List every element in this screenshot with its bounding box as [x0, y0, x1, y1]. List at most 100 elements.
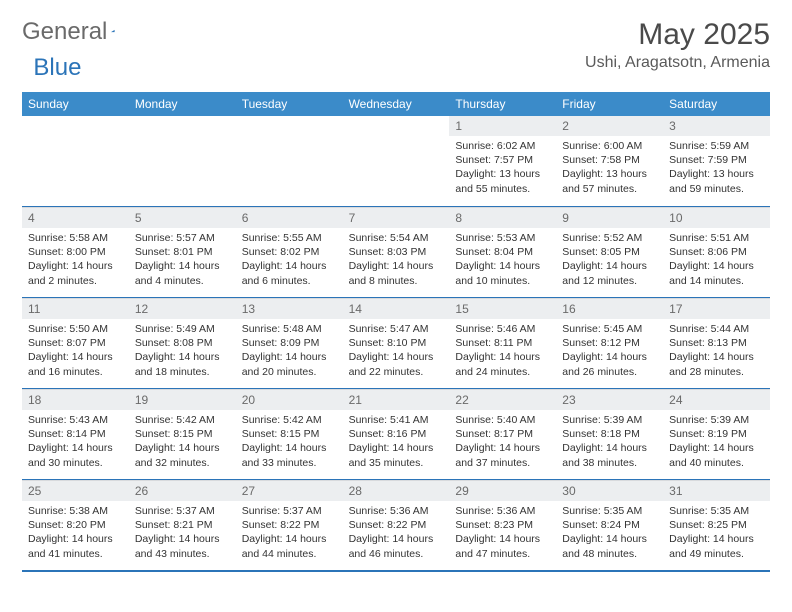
day-number: 15 — [449, 298, 556, 319]
sunrise-text: Sunrise: 5:42 AM — [242, 413, 337, 427]
weekday-header-cell: Thursday — [449, 92, 556, 116]
day-info: Sunrise: 5:39 AMSunset: 8:19 PMDaylight:… — [663, 410, 770, 476]
sunset-text: Sunset: 8:17 PM — [455, 427, 550, 441]
day-info: Sunrise: 5:59 AMSunset: 7:59 PMDaylight:… — [663, 136, 770, 202]
day-cell: 25Sunrise: 5:38 AMSunset: 8:20 PMDayligh… — [22, 480, 129, 570]
sunrise-text: Sunrise: 5:41 AM — [349, 413, 444, 427]
day-info: Sunrise: 5:36 AMSunset: 8:22 PMDaylight:… — [343, 501, 450, 567]
week-row: 25Sunrise: 5:38 AMSunset: 8:20 PMDayligh… — [22, 480, 770, 572]
calendar: SundayMondayTuesdayWednesdayThursdayFrid… — [22, 92, 770, 572]
day-info: Sunrise: 5:36 AMSunset: 8:23 PMDaylight:… — [449, 501, 556, 567]
weekday-header-cell: Wednesday — [343, 92, 450, 116]
logo-triangle-icon — [111, 22, 115, 40]
sunrise-text: Sunrise: 5:37 AM — [242, 504, 337, 518]
daylight-text: Daylight: 13 hours and 55 minutes. — [455, 167, 550, 195]
daylight-text: Daylight: 14 hours and 2 minutes. — [28, 259, 123, 287]
day-number: 27 — [236, 480, 343, 501]
day-info: Sunrise: 5:55 AMSunset: 8:02 PMDaylight:… — [236, 228, 343, 294]
day-number: 26 — [129, 480, 236, 501]
logo: General — [22, 18, 135, 46]
day-cell: 16Sunrise: 5:45 AMSunset: 8:12 PMDayligh… — [556, 298, 663, 388]
day-cell: 10Sunrise: 5:51 AMSunset: 8:06 PMDayligh… — [663, 207, 770, 297]
daylight-text: Daylight: 14 hours and 18 minutes. — [135, 350, 230, 378]
day-info: Sunrise: 5:38 AMSunset: 8:20 PMDaylight:… — [22, 501, 129, 567]
sunset-text: Sunset: 8:06 PM — [669, 245, 764, 259]
day-cell: 30Sunrise: 5:35 AMSunset: 8:24 PMDayligh… — [556, 480, 663, 570]
daylight-text: Daylight: 14 hours and 35 minutes. — [349, 441, 444, 469]
day-number: 21 — [343, 389, 450, 410]
sunset-text: Sunset: 8:15 PM — [242, 427, 337, 441]
day-number: 10 — [663, 207, 770, 228]
daylight-text: Daylight: 14 hours and 43 minutes. — [135, 532, 230, 560]
day-info: Sunrise: 5:37 AMSunset: 8:21 PMDaylight:… — [129, 501, 236, 567]
day-cell: .. — [129, 116, 236, 206]
sunrise-text: Sunrise: 5:51 AM — [669, 231, 764, 245]
day-number: 9 — [556, 207, 663, 228]
sunset-text: Sunset: 8:12 PM — [562, 336, 657, 350]
daylight-text: Daylight: 14 hours and 38 minutes. — [562, 441, 657, 469]
day-cell: .. — [343, 116, 450, 206]
sunrise-text: Sunrise: 5:40 AM — [455, 413, 550, 427]
day-info: Sunrise: 5:50 AMSunset: 8:07 PMDaylight:… — [22, 319, 129, 385]
day-number: 23 — [556, 389, 663, 410]
day-number: 17 — [663, 298, 770, 319]
sunrise-text: Sunrise: 5:52 AM — [562, 231, 657, 245]
day-number: 7 — [343, 207, 450, 228]
sunset-text: Sunset: 8:09 PM — [242, 336, 337, 350]
day-cell: 15Sunrise: 5:46 AMSunset: 8:11 PMDayligh… — [449, 298, 556, 388]
day-cell: .. — [22, 116, 129, 206]
sunrise-text: Sunrise: 5:42 AM — [135, 413, 230, 427]
sunset-text: Sunset: 8:24 PM — [562, 518, 657, 532]
daylight-text: Daylight: 14 hours and 20 minutes. — [242, 350, 337, 378]
day-cell: 26Sunrise: 5:37 AMSunset: 8:21 PMDayligh… — [129, 480, 236, 570]
day-info: Sunrise: 5:53 AMSunset: 8:04 PMDaylight:… — [449, 228, 556, 294]
day-info: Sunrise: 5:37 AMSunset: 8:22 PMDaylight:… — [236, 501, 343, 567]
day-cell: 28Sunrise: 5:36 AMSunset: 8:22 PMDayligh… — [343, 480, 450, 570]
sunrise-text: Sunrise: 5:58 AM — [28, 231, 123, 245]
day-info: Sunrise: 5:48 AMSunset: 8:09 PMDaylight:… — [236, 319, 343, 385]
day-info: Sunrise: 5:39 AMSunset: 8:18 PMDaylight:… — [556, 410, 663, 476]
sunrise-text: Sunrise: 5:37 AM — [135, 504, 230, 518]
day-cell: 1Sunrise: 6:02 AMSunset: 7:57 PMDaylight… — [449, 116, 556, 206]
daylight-text: Daylight: 14 hours and 4 minutes. — [135, 259, 230, 287]
sunset-text: Sunset: 8:02 PM — [242, 245, 337, 259]
daylight-text: Daylight: 14 hours and 10 minutes. — [455, 259, 550, 287]
location-subtitle: Ushi, Aragatsotn, Armenia — [585, 54, 770, 72]
day-info: Sunrise: 5:42 AMSunset: 8:15 PMDaylight:… — [129, 410, 236, 476]
sunset-text: Sunset: 7:58 PM — [562, 153, 657, 167]
sunrise-text: Sunrise: 5:59 AM — [669, 139, 764, 153]
weekday-header-cell: Tuesday — [236, 92, 343, 116]
week-row: ........1Sunrise: 6:02 AMSunset: 7:57 PM… — [22, 116, 770, 207]
day-cell: 13Sunrise: 5:48 AMSunset: 8:09 PMDayligh… — [236, 298, 343, 388]
day-info: Sunrise: 6:00 AMSunset: 7:58 PMDaylight:… — [556, 136, 663, 202]
sunset-text: Sunset: 8:10 PM — [349, 336, 444, 350]
day-cell: 3Sunrise: 5:59 AMSunset: 7:59 PMDaylight… — [663, 116, 770, 206]
sunset-text: Sunset: 8:23 PM — [455, 518, 550, 532]
day-cell: 5Sunrise: 5:57 AMSunset: 8:01 PMDaylight… — [129, 207, 236, 297]
sunset-text: Sunset: 8:07 PM — [28, 336, 123, 350]
sunset-text: Sunset: 8:25 PM — [669, 518, 764, 532]
day-number: 25 — [22, 480, 129, 501]
sunrise-text: Sunrise: 5:39 AM — [669, 413, 764, 427]
daylight-text: Daylight: 14 hours and 22 minutes. — [349, 350, 444, 378]
sunrise-text: Sunrise: 6:00 AM — [562, 139, 657, 153]
week-row: 4Sunrise: 5:58 AMSunset: 8:00 PMDaylight… — [22, 207, 770, 298]
day-cell: 9Sunrise: 5:52 AMSunset: 8:05 PMDaylight… — [556, 207, 663, 297]
day-cell: 8Sunrise: 5:53 AMSunset: 8:04 PMDaylight… — [449, 207, 556, 297]
daylight-text: Daylight: 14 hours and 37 minutes. — [455, 441, 550, 469]
daylight-text: Daylight: 14 hours and 12 minutes. — [562, 259, 657, 287]
weekday-header-cell: Monday — [129, 92, 236, 116]
sunset-text: Sunset: 8:18 PM — [562, 427, 657, 441]
daylight-text: Daylight: 14 hours and 49 minutes. — [669, 532, 764, 560]
daylight-text: Daylight: 14 hours and 8 minutes. — [349, 259, 444, 287]
daylight-text: Daylight: 14 hours and 48 minutes. — [562, 532, 657, 560]
daylight-text: Daylight: 13 hours and 57 minutes. — [562, 167, 657, 195]
day-number: 13 — [236, 298, 343, 319]
day-info: Sunrise: 6:02 AMSunset: 7:57 PMDaylight:… — [449, 136, 556, 202]
sunrise-text: Sunrise: 5:43 AM — [28, 413, 123, 427]
day-info: Sunrise: 5:54 AMSunset: 8:03 PMDaylight:… — [343, 228, 450, 294]
day-cell: 11Sunrise: 5:50 AMSunset: 8:07 PMDayligh… — [22, 298, 129, 388]
day-number: 31 — [663, 480, 770, 501]
sunrise-text: Sunrise: 5:38 AM — [28, 504, 123, 518]
daylight-text: Daylight: 14 hours and 40 minutes. — [669, 441, 764, 469]
